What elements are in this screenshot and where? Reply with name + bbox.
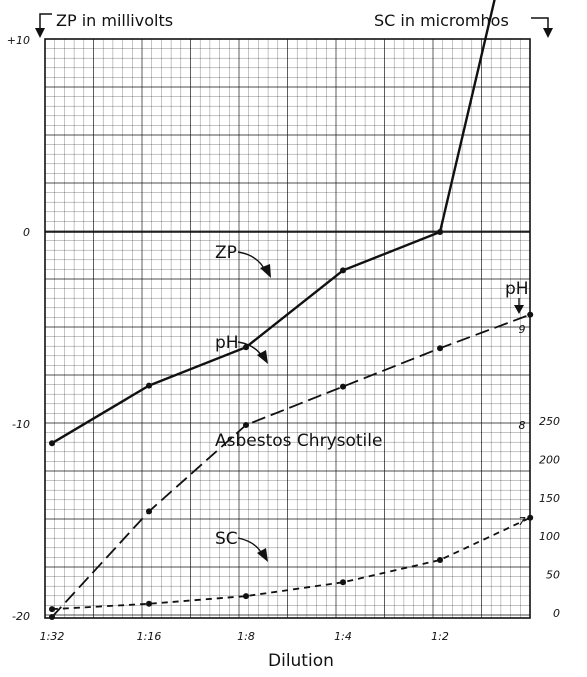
data-point-ph xyxy=(437,345,443,352)
zp-tick-label: 0 xyxy=(23,226,30,239)
series-label-ph-right: pH xyxy=(505,279,529,299)
series-arrowhead-sc xyxy=(257,548,268,562)
sc-tick-label: 50 xyxy=(546,569,560,582)
data-point-zp xyxy=(243,344,249,351)
ph-tick-label: 8 xyxy=(519,419,526,432)
x-tick-label: 1:4 xyxy=(334,630,352,643)
zp-tick-label: -20 xyxy=(12,610,30,623)
left-axis-title: ZP in millivolts xyxy=(56,11,173,30)
data-point-sc xyxy=(243,593,249,600)
ph-tick-label: 7 xyxy=(519,515,526,528)
series-line-zp xyxy=(51,0,496,445)
chart-title: Asbestos Chrysotile xyxy=(215,431,382,451)
data-point-sc xyxy=(437,557,443,564)
data-point-ph xyxy=(527,311,534,318)
data-point-sc xyxy=(49,606,55,613)
ph-tick-label: 9 xyxy=(519,323,526,336)
data-point-ph xyxy=(49,614,55,620)
plot-grid xyxy=(45,39,530,618)
right-axis-title: SC in micromhos xyxy=(374,11,509,30)
x-axis-label: Dilution xyxy=(268,651,334,671)
x-tick-label: 1:16 xyxy=(137,630,162,643)
series-line-ph xyxy=(51,313,531,618)
tick-labels: 1:321:161:81:41:2+20+100-10-209872502001… xyxy=(7,34,560,643)
sc-tick-label: 200 xyxy=(539,453,560,466)
series-label-ph: pH xyxy=(215,333,239,353)
series-arrowhead-ph-right xyxy=(514,305,524,314)
data-point-zp xyxy=(49,440,55,447)
series-line-sc xyxy=(51,516,531,611)
data-point-zp xyxy=(146,382,152,389)
plot-frame xyxy=(44,38,531,619)
series-arrowhead-zp xyxy=(260,264,271,278)
data-point-zp xyxy=(340,267,346,274)
left-axis-arrowhead xyxy=(35,28,45,38)
right-axis-arrowhead xyxy=(543,28,553,38)
series-label-sc: SC xyxy=(215,529,238,549)
left-axis-arrow xyxy=(39,13,52,30)
x-tick-label: 1:8 xyxy=(237,630,255,643)
sc-tick-label: 100 xyxy=(539,530,560,543)
data-point-zp xyxy=(437,229,443,235)
data-point-ph xyxy=(243,422,249,428)
data-point-ph xyxy=(340,383,346,390)
zp-tick-label: +10 xyxy=(7,34,30,47)
series-layer xyxy=(49,0,534,620)
data-point-sc xyxy=(340,579,346,586)
data-point-sc xyxy=(527,514,534,521)
sc-tick-label: 250 xyxy=(539,415,560,428)
zp-tick-label: -10 xyxy=(12,418,30,431)
series-label-zp: ZP xyxy=(215,243,237,263)
right-axis-arrow xyxy=(531,17,549,30)
sc-tick-label: 150 xyxy=(539,492,560,505)
x-tick-label: 1:2 xyxy=(431,630,449,643)
x-tick-label: 1:32 xyxy=(40,630,65,643)
data-point-sc xyxy=(146,600,152,607)
data-point-ph xyxy=(146,508,152,515)
sc-tick-label: 0 xyxy=(553,607,560,620)
series-arrowhead-ph xyxy=(257,350,268,364)
